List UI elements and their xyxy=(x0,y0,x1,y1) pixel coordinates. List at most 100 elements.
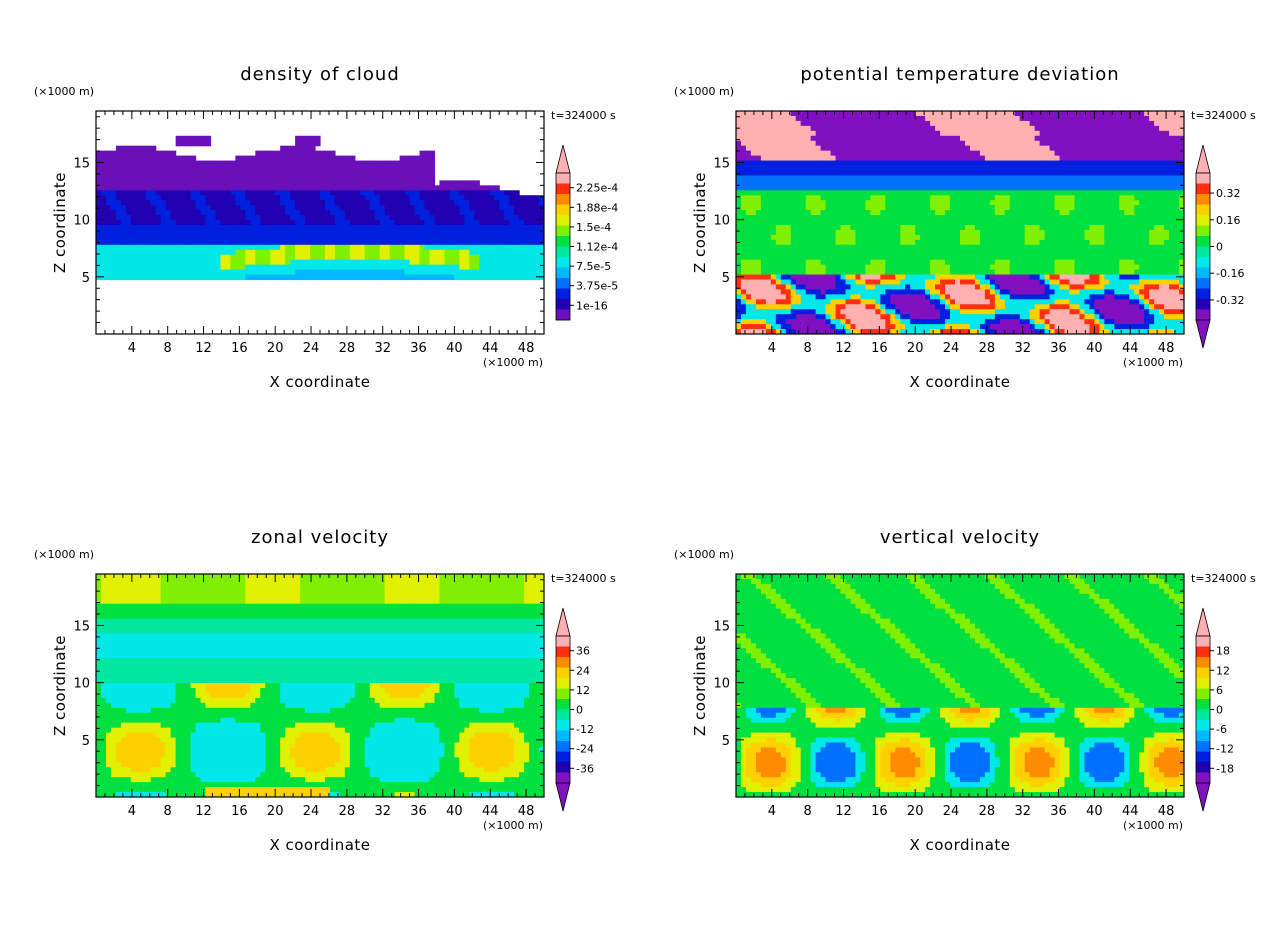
field-cell xyxy=(190,210,197,216)
field-cell xyxy=(205,185,212,191)
field-cell xyxy=(1009,329,1016,334)
field-cell xyxy=(880,289,886,295)
field-cell xyxy=(339,200,346,206)
field-cell xyxy=(125,254,132,261)
field-cell xyxy=(979,195,986,201)
field-cell xyxy=(865,289,871,295)
field-cell xyxy=(845,229,852,236)
field-cell xyxy=(285,229,291,236)
field-cell xyxy=(785,180,792,186)
field-cell xyxy=(414,170,421,177)
field-cell xyxy=(964,299,971,305)
y-unit-label: (×1000 m) xyxy=(674,85,734,98)
field-cell xyxy=(534,224,540,231)
field-cell xyxy=(920,111,926,117)
field-cell xyxy=(389,195,396,201)
field-cell xyxy=(955,215,961,221)
field-cell xyxy=(180,220,187,226)
field-cell xyxy=(534,210,540,216)
field-cell xyxy=(969,274,976,281)
field-cell xyxy=(775,215,782,221)
field-cell xyxy=(310,165,316,172)
field-cell xyxy=(760,249,767,256)
field-cell xyxy=(930,309,936,315)
field-cell xyxy=(374,239,381,246)
field-cell xyxy=(835,125,842,132)
field-cell xyxy=(110,150,117,157)
field-cell xyxy=(945,170,951,177)
field-cell xyxy=(820,284,827,290)
field-cell xyxy=(1014,224,1021,231)
field-cell xyxy=(334,190,341,196)
field-cell xyxy=(935,200,941,206)
field-cell xyxy=(225,175,231,181)
field-cell xyxy=(250,244,256,251)
field-cell xyxy=(145,200,152,206)
field-cell xyxy=(979,165,986,172)
field-cell xyxy=(855,274,862,281)
field-cell xyxy=(409,195,416,201)
field-cell xyxy=(255,229,261,236)
field-cell xyxy=(999,329,1006,334)
field-cell xyxy=(220,244,227,251)
field-cell xyxy=(915,155,921,162)
field-cell xyxy=(1004,130,1011,137)
field-cell xyxy=(1019,229,1026,236)
field-cell xyxy=(775,175,782,181)
field-cell xyxy=(1009,160,1016,167)
field-cell xyxy=(920,190,926,196)
field-cell xyxy=(454,205,460,211)
field-cell xyxy=(155,165,162,172)
field-cell xyxy=(740,254,747,261)
field-cell xyxy=(339,249,346,256)
field-cell xyxy=(736,160,742,167)
field-cell xyxy=(1014,135,1021,142)
field-cell xyxy=(745,279,752,286)
field-cell xyxy=(140,160,147,167)
colorbar-label: 1.12e-4 xyxy=(576,241,618,254)
field-cell xyxy=(850,284,857,290)
field-cell xyxy=(384,185,391,191)
field-cell xyxy=(429,180,436,186)
field-cell xyxy=(955,244,961,251)
field-cell xyxy=(825,239,832,246)
field-cell xyxy=(955,145,961,152)
field-cell xyxy=(815,140,822,147)
field-cell xyxy=(404,195,411,201)
field-cell xyxy=(999,210,1006,216)
field-cell xyxy=(790,111,797,117)
field-cell xyxy=(369,185,376,191)
field-cell xyxy=(1019,239,1026,246)
field-cell xyxy=(165,234,172,241)
field-cell xyxy=(479,220,485,226)
field-cell xyxy=(964,324,971,330)
field-cell xyxy=(100,160,107,167)
field-cell xyxy=(329,254,336,261)
field-cell xyxy=(955,269,961,276)
field-cell xyxy=(125,244,132,251)
field-cell xyxy=(295,229,301,236)
field-cell xyxy=(200,200,207,206)
field-cell xyxy=(444,200,451,206)
field-cell xyxy=(1014,304,1021,310)
field-cell xyxy=(539,210,544,216)
field-cell xyxy=(449,220,455,226)
field-cell xyxy=(1024,150,1031,157)
field-cell xyxy=(880,185,886,191)
field-cell xyxy=(999,299,1006,305)
field-cell xyxy=(384,205,391,211)
field-cell xyxy=(285,180,291,186)
field-cell xyxy=(96,264,102,271)
field-cell xyxy=(800,249,807,256)
field-cell xyxy=(750,234,757,241)
field-cell xyxy=(155,185,162,191)
field-cell xyxy=(374,165,381,172)
field-cell xyxy=(835,160,842,167)
field-cell xyxy=(945,125,951,132)
field-cell xyxy=(825,249,832,256)
field-cell xyxy=(155,190,162,196)
field-cell xyxy=(484,229,490,236)
field-cell xyxy=(324,234,331,241)
field-cell xyxy=(765,274,772,281)
field-cell xyxy=(885,229,891,236)
